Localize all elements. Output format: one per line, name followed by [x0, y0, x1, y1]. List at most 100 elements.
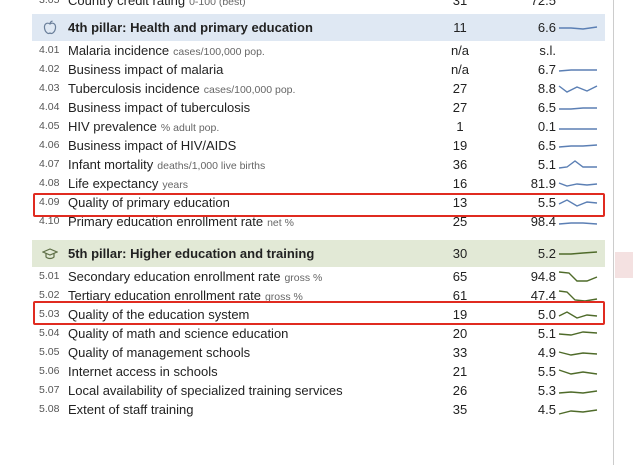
indicator-rank: 33: [452, 345, 468, 360]
indicator-rank: 36: [452, 157, 468, 172]
indicator-score: 72.5: [530, 0, 556, 8]
indicator-label: Primary education enrollment rate: [68, 214, 264, 229]
indicator-rank: 1: [456, 119, 464, 134]
pillar-5-rows: 5.01 Secondary education enrollment rate g…: [32, 267, 605, 419]
indicator-code: 5.08: [39, 403, 60, 415]
indicator-row: 4.04 Business impact of tuberculosis 27 6.5: [32, 98, 605, 117]
indicator-label: Internet access in schools: [68, 364, 218, 379]
indicator-score: s.l.: [539, 43, 556, 58]
indicator-score: 5.0: [537, 307, 556, 322]
indicator-row: 5.01 Secondary education enrollment rate g…: [32, 267, 605, 286]
indicator-label: Malaria incidence: [68, 43, 170, 58]
indicator-code: 3.05: [39, 0, 60, 6]
highlight-box-5-03: [33, 301, 605, 325]
indicator-label: Life expectancy: [68, 176, 159, 191]
indicator-label: Business impact of HIV/AIDS: [68, 138, 237, 153]
indicator-row: 5.03 Quality of the education system 19 5.0: [32, 305, 605, 324]
indicator-row: 4.08 Life expectancy years 16 81.9: [32, 174, 605, 193]
adjacent-band: [615, 252, 633, 278]
pillar-score: 5.2: [537, 246, 556, 261]
trend-sparkline: [559, 128, 597, 130]
trend-sparkline: [558, 144, 598, 148]
indicator-score: 94.8: [530, 269, 556, 284]
pillar-5-header: 5th pillar: Higher education and trainin…: [32, 240, 605, 267]
indicator-code: 4.10: [39, 215, 60, 227]
indicator-code: 5.02: [39, 289, 60, 301]
indicator-label: Secondary education enrollment rate: [68, 269, 281, 284]
indicator-unit: years: [162, 179, 189, 191]
indicator-row: 4.09 Quality of primary education 13 5.5: [32, 193, 605, 212]
trend-sparkline: [559, 107, 597, 110]
indicator-code: 4.03: [39, 82, 60, 94]
trend-sparkline: [558, 182, 598, 187]
indicator-rank: 25: [452, 214, 468, 229]
indicator-score: 5.5: [537, 364, 556, 379]
indicator-row: 5.08 Extent of staff training 35 4.5: [32, 400, 605, 419]
indicator-code: 5.06: [39, 365, 60, 377]
indicator-score: 81.9: [530, 176, 556, 191]
indicator-code: 4.09: [39, 196, 60, 208]
indicator-code: 4.02: [39, 63, 60, 75]
indicator-row: 4.06 Business impact of HIV/AIDS 19 6.5: [32, 136, 605, 155]
indicator-score: 47.4: [530, 288, 556, 303]
trend-sparkline: [559, 26, 598, 30]
indicator-code: 5.01: [39, 270, 60, 282]
trend-sparkline: [558, 290, 598, 302]
indicator-score: 5.5: [537, 195, 556, 210]
indicator-rank: 35: [452, 402, 468, 417]
indicator-rank: 19: [452, 138, 468, 153]
indicator-unit: cases/100,000 pop.: [203, 84, 296, 96]
indicator-score: 0.1: [537, 119, 556, 134]
pillar-title: 4th pillar: Health and primary education: [68, 20, 313, 35]
indicator-code: 5.05: [39, 346, 60, 358]
indicator-label: Quality of math and science education: [68, 326, 289, 341]
pillar-rank: 30: [452, 246, 468, 261]
indicator-label: Quality of management schools: [68, 345, 251, 360]
pillar-4-section: 4th pillar: Health and primary education…: [32, 14, 605, 231]
indicator-rank: 65: [452, 269, 468, 284]
indicator-code: 4.06: [39, 139, 60, 151]
pillar-title: 5th pillar: Higher education and trainin…: [68, 246, 315, 261]
indicator-label: Business impact of malaria: [68, 62, 224, 77]
indicator-row: 4.01 Malaria incidence cases/100,000 pop. n…: [32, 41, 605, 60]
indicator-label: HIV prevalence: [68, 119, 157, 134]
highlight-box-4-09: [33, 193, 605, 217]
indicator-rank: 31: [452, 0, 468, 8]
indicator-code: 4.05: [39, 120, 60, 132]
indicator-row: 5.02 Tertiary education enrollment rate gr…: [32, 286, 605, 305]
indicator-unit: deaths/1,000 live births: [157, 160, 266, 172]
indicator-rank: 27: [452, 100, 468, 115]
trend-sparkline: [558, 160, 597, 169]
trend-sparkline: [558, 85, 598, 93]
indicator-rank: 16: [452, 176, 468, 191]
indicator-label: Tertiary education enrollment rate: [68, 288, 261, 303]
indicator-unit: gross %: [284, 272, 323, 284]
adjacent-panel-edge: [613, 0, 633, 465]
indicator-code: 4.01: [39, 44, 60, 56]
indicator-score: 5.1: [537, 157, 556, 172]
indicator-label: Tuberculosis incidence: [68, 81, 200, 96]
trend-sparkline: [558, 199, 598, 207]
indicator-row: 5.04 Quality of math and science educatio…: [32, 324, 605, 343]
indicator-unit: 0-100 (best): [189, 0, 246, 8]
indicator-row: 5.05 Quality of management schools 33 4.9: [32, 343, 605, 362]
indicator-rank: n/a: [450, 62, 470, 77]
trend-sparkline: [558, 331, 598, 336]
indicator-code: 5.07: [39, 384, 60, 396]
trend-sparkline: [559, 251, 598, 255]
indicator-score: 5.1: [537, 326, 556, 341]
indicator-code: 5.03: [39, 308, 60, 320]
indicator-row: 4.02 Business impact of malaria n/a 6.7: [32, 60, 605, 79]
indicator-rank: n/a: [450, 43, 470, 58]
indicator-rank: 19: [452, 307, 468, 322]
pillar-rank: 11: [453, 20, 467, 35]
indicator-score: 6.5: [537, 100, 556, 115]
pillar-4-rows: 4.01 Malaria incidence cases/100,000 pop. n…: [32, 41, 605, 231]
indicator-rank: 26: [452, 383, 468, 398]
trend-sparkline: [558, 222, 598, 225]
indicator-code: 5.04: [39, 327, 60, 339]
apple-icon: [43, 20, 57, 35]
indicator-row: 4.10 Primary education enrollment rate net…: [32, 212, 605, 231]
trend-sparkline: [558, 369, 598, 375]
indicator-score: 4.9: [537, 345, 556, 360]
